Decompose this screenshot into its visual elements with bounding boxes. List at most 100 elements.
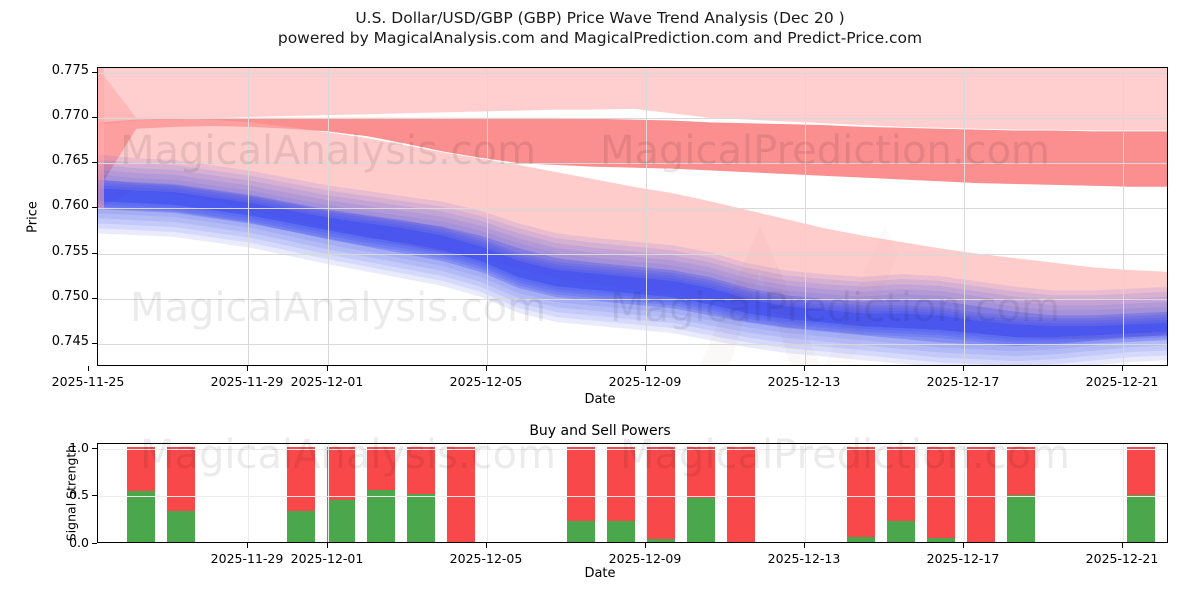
power-bar[interactable] bbox=[327, 446, 355, 542]
power-bar[interactable] bbox=[1127, 446, 1155, 542]
powers-x-tick-mark bbox=[963, 543, 964, 548]
price-gridline-v bbox=[328, 68, 329, 365]
powers-x-tick-label: 2025-11-29 bbox=[210, 551, 284, 566]
powers-gridline-v bbox=[646, 444, 647, 542]
sell-power-segment bbox=[567, 446, 595, 522]
buy-power-segment bbox=[1007, 495, 1035, 542]
buy-power-segment bbox=[367, 489, 395, 542]
price-x-tick-mark bbox=[88, 366, 89, 371]
powers-gridline-v bbox=[805, 444, 806, 542]
power-bar[interactable] bbox=[607, 446, 635, 542]
sell-power-segment bbox=[407, 446, 435, 495]
price-gridline-h bbox=[98, 208, 1167, 210]
buy-power-segment bbox=[567, 521, 595, 542]
powers-x-tick-mark bbox=[247, 543, 248, 548]
powers-gridline-v bbox=[328, 444, 329, 542]
buy-power-segment bbox=[887, 521, 915, 542]
sell-power-segment bbox=[327, 446, 355, 501]
title-block: U.S. Dollar/USD/GBP (GBP) Price Wave Tre… bbox=[0, 8, 1200, 48]
price-y-tick-mark bbox=[92, 343, 97, 345]
price-y-tick-mark bbox=[92, 162, 97, 164]
powers-x-tick-mark bbox=[645, 543, 646, 548]
sell-power-segment bbox=[967, 446, 995, 542]
power-bar[interactable] bbox=[567, 446, 595, 542]
buy-power-segment bbox=[647, 539, 675, 542]
price-y-tick-mark bbox=[92, 298, 97, 300]
price-x-tick-label: 2025-12-21 bbox=[1085, 374, 1159, 389]
price-y-tick-label: 0.755 bbox=[51, 243, 89, 259]
powers-gridline-v bbox=[964, 444, 965, 542]
price-band-blue-envelope bbox=[98, 179, 1167, 347]
power-bar[interactable] bbox=[447, 446, 475, 542]
powers-gridline-v bbox=[248, 444, 249, 542]
price-gridline-h bbox=[98, 253, 1167, 255]
price-y-tick-mark bbox=[92, 116, 97, 118]
powers-x-axis-label: Date bbox=[584, 566, 616, 581]
powers-plot-frame bbox=[97, 443, 1168, 543]
buy-power-segment bbox=[1127, 495, 1155, 542]
price-band-lower-pink bbox=[98, 68, 1167, 339]
price-band-blue-core bbox=[98, 188, 1167, 338]
price-y-tick-label: 0.745 bbox=[51, 334, 89, 350]
powers-x-tick-mark bbox=[327, 543, 328, 548]
price-gridline-v bbox=[964, 68, 965, 365]
price-wave-svg bbox=[98, 68, 1167, 365]
page-title: U.S. Dollar/USD/GBP (GBP) Price Wave Tre… bbox=[355, 9, 845, 27]
sell-power-segment bbox=[847, 446, 875, 538]
power-bar[interactable] bbox=[847, 446, 875, 542]
price-band-blue-core-3 bbox=[98, 180, 1167, 346]
price-x-tick-mark bbox=[645, 366, 646, 371]
price-x-tick-mark bbox=[963, 366, 964, 371]
price-y-tick-label: 0.750 bbox=[51, 289, 89, 305]
power-bar[interactable] bbox=[647, 446, 675, 542]
sell-power-segment bbox=[607, 446, 635, 522]
sell-power-segment bbox=[927, 446, 955, 539]
price-y-tick-label: 0.760 bbox=[51, 198, 89, 214]
powers-x-tick-mark bbox=[486, 543, 487, 548]
powers-x-tick-label: 2025-12-05 bbox=[449, 551, 523, 566]
sell-power-segment bbox=[647, 446, 675, 540]
sell-power-segment bbox=[727, 446, 755, 542]
price-gridline-v bbox=[248, 68, 249, 365]
power-bar[interactable] bbox=[407, 446, 435, 542]
sell-power-segment bbox=[127, 446, 155, 491]
powers-gridline-h bbox=[98, 448, 1167, 450]
powers-x-tick-label: 2025-12-21 bbox=[1085, 551, 1159, 566]
power-bar[interactable] bbox=[927, 446, 955, 542]
powers-chart-title: Buy and Sell Powers bbox=[529, 423, 671, 439]
buy-power-segment bbox=[927, 538, 955, 542]
powers-x-tick-mark bbox=[1122, 543, 1123, 548]
sell-power-segment bbox=[447, 446, 475, 542]
price-y-tick-mark bbox=[92, 207, 97, 209]
power-bar[interactable] bbox=[367, 446, 395, 542]
price-x-tick-mark bbox=[1122, 366, 1123, 371]
power-bar[interactable] bbox=[167, 446, 195, 542]
price-x-tick-mark bbox=[327, 366, 328, 371]
price-gridline-h bbox=[98, 299, 1167, 301]
price-band-blue-wave-1 bbox=[98, 174, 1167, 352]
price-gridline-v bbox=[646, 68, 647, 365]
price-y-tick-mark bbox=[92, 252, 97, 254]
price-band-blue-wave-3 bbox=[98, 164, 1167, 362]
power-bar[interactable] bbox=[287, 446, 315, 542]
price-band-outer-upper bbox=[98, 68, 1167, 131]
price-plot-frame bbox=[97, 67, 1168, 366]
power-bar[interactable] bbox=[687, 446, 715, 542]
powers-x-tick-label: 2025-12-13 bbox=[767, 551, 841, 566]
power-bar[interactable] bbox=[1007, 446, 1035, 542]
price-x-tick-label: 2025-12-09 bbox=[608, 374, 682, 389]
power-bar[interactable] bbox=[887, 446, 915, 542]
price-band-blue-wave-5 bbox=[98, 154, 1167, 365]
price-x-tick-mark bbox=[486, 366, 487, 371]
powers-x-tick-label: 2025-12-01 bbox=[290, 551, 364, 566]
price-gridline-h bbox=[98, 163, 1167, 165]
buy-power-segment bbox=[167, 510, 195, 542]
power-bar[interactable] bbox=[127, 446, 155, 542]
power-bar[interactable] bbox=[967, 446, 995, 542]
powers-y-tick-mark bbox=[92, 543, 97, 544]
price-x-tick-label: 2025-12-01 bbox=[290, 374, 364, 389]
powers-chart-axes: Signal Strength 0.0 0.5 1.0 2025-11-29 2025… bbox=[64, 440, 1168, 566]
price-gridline-h bbox=[98, 72, 1167, 74]
price-x-tick-label: 2025-12-05 bbox=[449, 374, 523, 389]
power-bar[interactable] bbox=[727, 446, 755, 542]
